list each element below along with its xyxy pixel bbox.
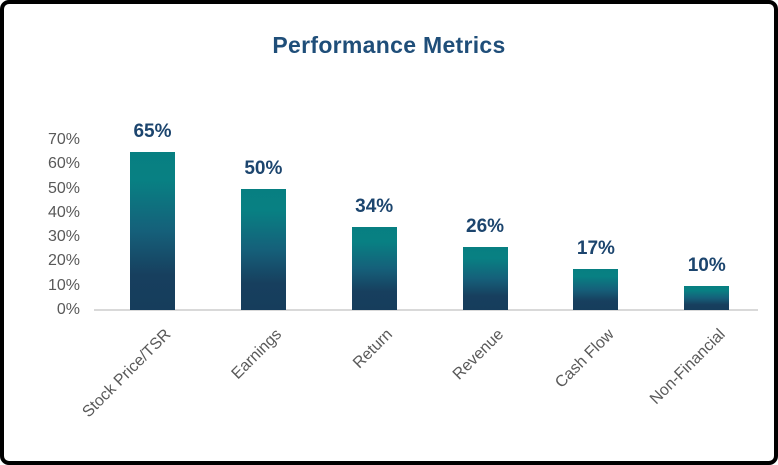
bar-earnings bbox=[240, 188, 286, 310]
category-label-non-financial: Non-Financial bbox=[646, 326, 729, 408]
data-label-cash-flow: 17% bbox=[576, 237, 615, 259]
data-label-earnings: 50% bbox=[244, 157, 283, 179]
category-label-stock-price-tsr: Stock Price/TSR bbox=[79, 326, 175, 422]
category-label-earnings: Earnings bbox=[228, 326, 286, 383]
bar-return bbox=[351, 227, 397, 310]
chart-canvas: Performance Metrics 0% 10% 20% 30% 40% 50% 60%… bbox=[4, 4, 774, 461]
data-label-non-financial: 10% bbox=[687, 254, 726, 276]
category-label-return: Return bbox=[350, 326, 397, 372]
bar-stock-price-tsr bbox=[130, 152, 175, 310]
data-label-return: 34% bbox=[355, 196, 394, 218]
plot-area: 0% 10% 20% 30% 40% 50% 60% 70% 65% Stock Price/TS… bbox=[4, 4, 774, 461]
data-label-revenue: 26% bbox=[466, 215, 505, 237]
y-axis-tick-40: 40% bbox=[47, 203, 80, 221]
category-label-cash-flow: Cash Flow bbox=[552, 326, 618, 392]
y-axis-tick-10: 10% bbox=[47, 276, 80, 294]
x-axis-line bbox=[94, 309, 758, 311]
y-axis-tick-0: 0% bbox=[56, 301, 80, 318]
data-label-stock-price-tsr: 65% bbox=[133, 121, 172, 143]
bar-revenue bbox=[462, 246, 508, 310]
chart-title: Performance Metrics bbox=[272, 32, 506, 58]
y-axis-tick-30: 30% bbox=[47, 228, 80, 246]
bar-non-financial bbox=[684, 285, 730, 310]
y-axis-tick-70: 70% bbox=[47, 131, 80, 148]
y-axis-tick-60: 60% bbox=[47, 155, 80, 173]
category-label-revenue: Revenue bbox=[449, 326, 508, 384]
y-axis-tick-50: 50% bbox=[47, 179, 80, 197]
bar-cash-flow bbox=[573, 268, 619, 310]
y-axis-tick-20: 20% bbox=[47, 252, 80, 270]
